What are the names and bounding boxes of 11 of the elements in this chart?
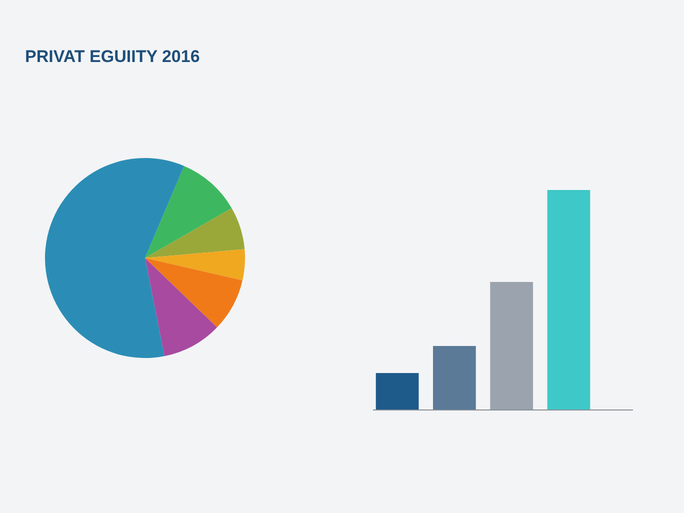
- chart-title: PRIVAT EGUIITY 2016: [25, 47, 200, 66]
- bar: [490, 282, 533, 410]
- bar: [433, 346, 476, 410]
- pie-slice: [145, 208, 245, 258]
- pie-slice: [145, 258, 242, 328]
- pie-slice: [145, 166, 232, 258]
- pie-slice: [145, 249, 245, 280]
- pie-slice: [145, 258, 218, 356]
- pie-slice: [45, 158, 184, 358]
- bar: [547, 190, 590, 410]
- bar: [376, 373, 419, 410]
